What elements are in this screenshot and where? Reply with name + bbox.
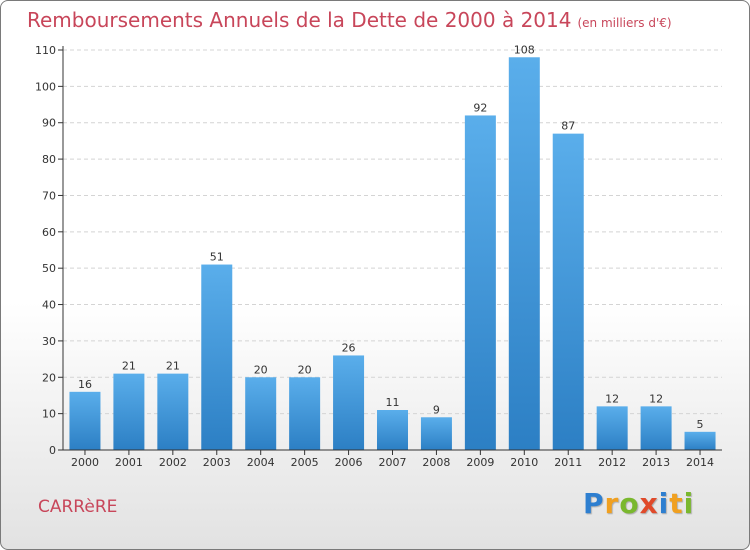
bar: [377, 410, 408, 450]
data-label: 21: [122, 360, 136, 373]
bar: [420, 417, 452, 450]
data-label: 20: [254, 363, 268, 376]
logo-letter: t: [669, 487, 684, 520]
bar: [201, 264, 233, 450]
bar: [552, 133, 584, 451]
x-tick-label: 2013: [642, 456, 670, 469]
logo-letter: P: [583, 487, 605, 520]
y-tick-label: 0: [49, 444, 56, 457]
y-tick-label: 80: [42, 153, 56, 166]
chart-title: Remboursements Annuels de la Dette de 20…: [27, 8, 672, 32]
x-tick-label: 2005: [291, 456, 319, 469]
y-tick-label: 30: [42, 335, 56, 348]
x-tick-label: 2004: [247, 456, 275, 469]
logo-letter: r: [604, 487, 620, 520]
x-tick-label: 2000: [71, 456, 99, 469]
x-tick-label: 2008: [422, 456, 450, 469]
logo-letter: i: [683, 487, 695, 520]
bar: [157, 373, 189, 450]
data-label: 92: [473, 101, 487, 114]
logo-letter: i: [658, 487, 670, 520]
x-tick-label: 2007: [379, 456, 407, 469]
x-tick-label: 2001: [115, 456, 143, 469]
logo-letter: o: [619, 487, 640, 520]
bar: [464, 115, 496, 451]
x-tick-label: 2006: [335, 456, 363, 469]
x-tick-label: 2011: [554, 456, 582, 469]
data-label: 11: [386, 396, 400, 409]
bar: [69, 391, 101, 450]
x-tick-label: 2010: [510, 456, 538, 469]
bar: [113, 373, 145, 450]
bar: [640, 406, 672, 450]
bar: [684, 431, 716, 450]
data-label: 26: [342, 341, 356, 354]
chart-subtitle: (en milliers d'€): [577, 16, 672, 30]
bar: [245, 377, 277, 450]
commune-name: CARRèRE: [38, 497, 118, 517]
chart-title-text: Remboursements Annuels de la Dette de 20…: [27, 8, 572, 32]
data-label: 12: [649, 392, 663, 405]
data-label: 51: [210, 251, 224, 264]
proxiti-logo: Proxiti: [583, 487, 694, 520]
data-label: 87: [561, 120, 575, 133]
x-tick-label: 2003: [203, 456, 231, 469]
y-tick-label: 70: [42, 189, 56, 202]
logo-letter: x: [639, 487, 659, 520]
data-label: 21: [166, 360, 180, 373]
x-tick-label: 2014: [686, 456, 714, 469]
bar: [508, 57, 540, 450]
data-label: 5: [697, 418, 704, 431]
y-tick-label: 90: [42, 117, 56, 130]
x-tick-label: 2009: [466, 456, 494, 469]
y-tick-label: 100: [35, 80, 56, 93]
x-tick-label: 2002: [159, 456, 187, 469]
x-tick-label: 2012: [598, 456, 626, 469]
y-tick-label: 50: [42, 262, 56, 275]
data-label: 108: [514, 43, 535, 56]
y-tick-label: 20: [42, 371, 56, 384]
y-tick-label: 10: [42, 408, 56, 421]
y-tick-label: 40: [42, 299, 56, 312]
bar: [333, 355, 365, 450]
data-label: 16: [78, 378, 92, 391]
y-tick-label: 60: [42, 226, 56, 239]
data-label: 12: [605, 392, 619, 405]
bar: [289, 377, 321, 450]
data-label: 20: [298, 363, 312, 376]
bar: [596, 406, 628, 450]
y-tick-label: 110: [35, 44, 56, 57]
data-label: 9: [433, 403, 440, 416]
